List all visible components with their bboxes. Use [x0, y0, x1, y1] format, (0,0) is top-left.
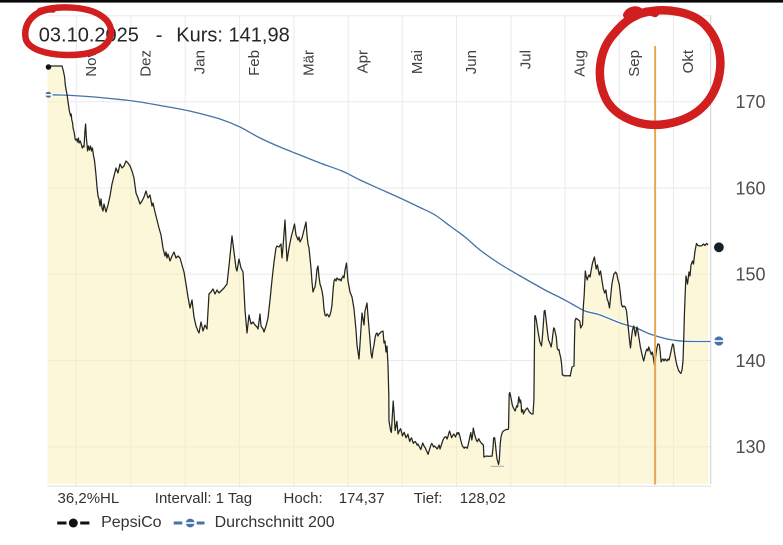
svg-text:Mär: Mär: [301, 50, 318, 76]
svg-text:Jan: Jan: [192, 50, 209, 74]
svg-text:Okt: Okt: [680, 49, 697, 73]
svg-text:Aug: Aug: [572, 50, 589, 77]
svg-text:Apr: Apr: [355, 50, 372, 73]
svg-text:Mai: Mai: [409, 50, 426, 74]
svg-text:140: 140: [736, 351, 766, 371]
svg-text:130: 130: [736, 437, 766, 457]
svg-text:150: 150: [736, 265, 766, 285]
svg-text:Jun: Jun: [463, 50, 480, 74]
svg-text:160: 160: [736, 178, 766, 198]
svg-text:Jul: Jul: [517, 50, 534, 69]
svg-text:Sep: Sep: [626, 50, 643, 77]
svg-text:170: 170: [736, 92, 766, 112]
svg-text:Feb: Feb: [246, 50, 263, 76]
svg-text:Dez: Dez: [137, 50, 154, 77]
